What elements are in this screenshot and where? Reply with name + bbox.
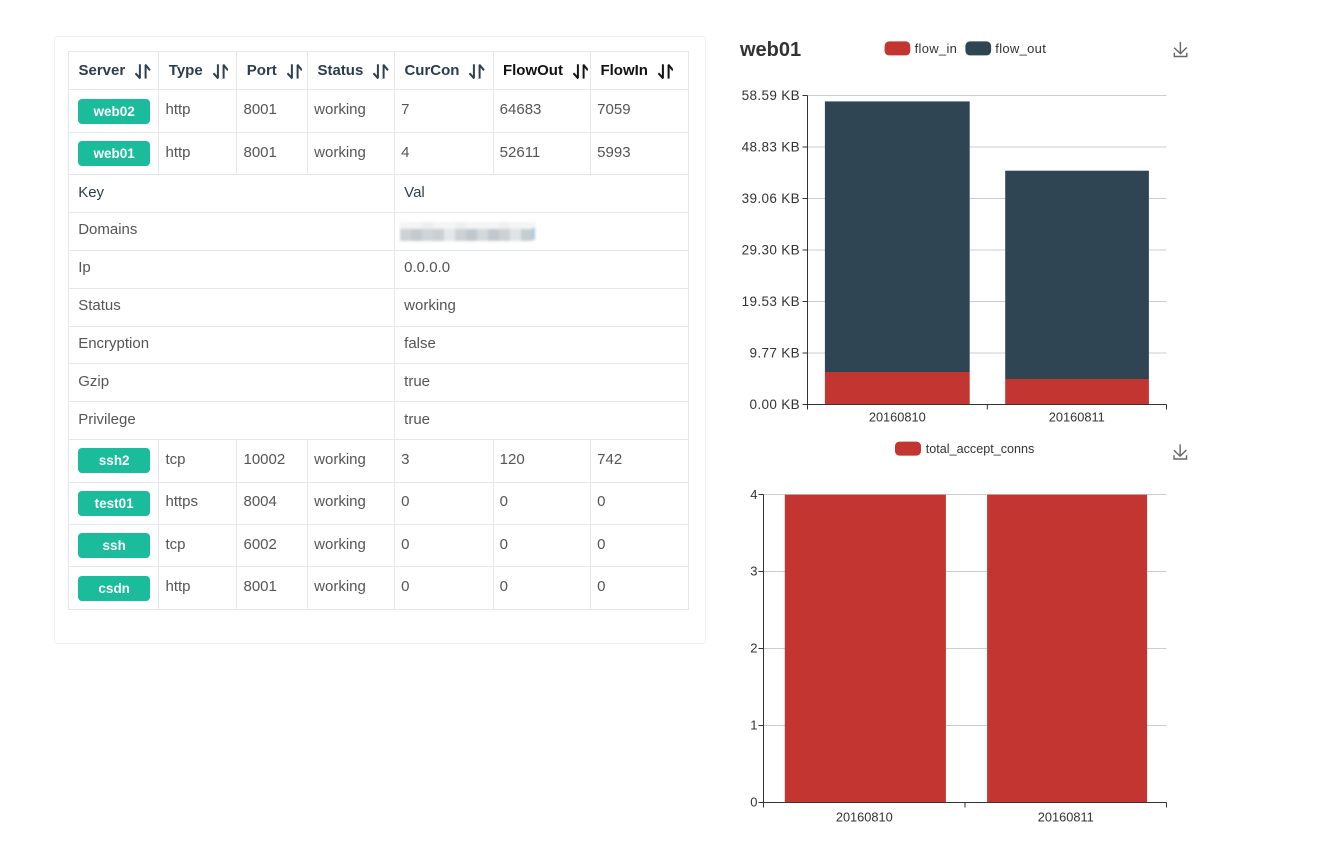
svg-text:58.59 KB: 58.59 KB — [742, 88, 800, 103]
svg-text:39.06 KB: 39.06 KB — [742, 191, 800, 206]
svg-text:1: 1 — [750, 718, 757, 733]
svg-text:2: 2 — [750, 641, 757, 656]
svg-text:4: 4 — [750, 487, 757, 502]
svg-text:20160811: 20160811 — [1038, 810, 1094, 825]
svg-text:19.53 KB: 19.53 KB — [742, 294, 800, 309]
svg-text:flow_in: flow_in — [915, 41, 958, 56]
svg-text:48.83 KB: 48.83 KB — [742, 140, 800, 155]
svg-text:29.30 KB: 29.30 KB — [742, 243, 800, 258]
svg-text:0.00 KB: 0.00 KB — [750, 397, 800, 412]
svg-text:20160811: 20160811 — [1049, 410, 1105, 425]
svg-text:flow_out: flow_out — [995, 41, 1046, 56]
svg-text:20160810: 20160810 — [836, 810, 893, 825]
svg-text:9.77 KB: 9.77 KB — [750, 346, 800, 361]
svg-text:0: 0 — [750, 795, 757, 810]
svg-text:20160810: 20160810 — [869, 410, 926, 425]
svg-text:3: 3 — [750, 564, 757, 579]
svg-text:total_accept_conns: total_accept_conns — [926, 442, 1035, 456]
svg-text:web01: web01 — [739, 39, 801, 61]
